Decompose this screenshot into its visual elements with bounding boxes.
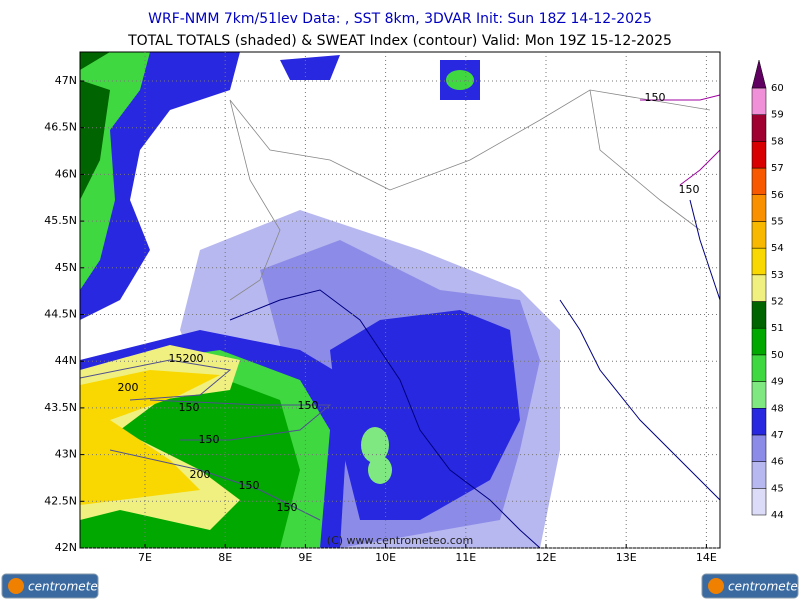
colorbar-swatch [751,87,767,115]
colorbar-swatch [751,434,767,462]
lon-tick-label: 9E [298,551,312,564]
lat-tick-label: 44N [55,354,77,367]
colorbar-label: 58 [771,136,784,147]
colorbar-label: 57 [771,163,784,174]
colorbar-label: 54 [771,243,784,254]
logo-box [701,573,799,599]
colorbar-label: 55 [771,216,784,227]
lon-tick-label: 7E [138,551,152,564]
colorbar-extension [751,59,767,89]
colorbar-label: 52 [771,297,784,308]
header-line2: TOTAL TOTALS (shaded) & SWEAT Index (con… [127,33,672,49]
shaded-field [80,52,560,548]
logo-right: centrometeo [701,573,800,599]
colorbar-swatch [751,167,767,195]
colorbar-swatch [751,327,767,356]
lon-tick-label: 11E [455,551,476,564]
contour-label: 150 [199,433,220,446]
colorbar-swatch [751,301,767,329]
lat-tick-label: 45N [55,261,77,274]
colorbar-label: 47 [771,430,784,441]
colorbar-swatch [751,461,767,489]
lat-tick-label: 46.5N [44,121,77,134]
colorbar: 44 45 46 47 48 49 50 51 52 53 54 55 56 57 58 59 60 [751,59,784,521]
colorbar-swatch [751,114,767,142]
contour-label: 150 [277,501,298,514]
lat-tick-label: 44.5N [44,308,77,321]
colorbar-label: 53 [771,270,784,281]
lat-tick-label: 46N [55,167,77,180]
colorbar-swatch [751,194,767,222]
colorbar-label: 60 [771,83,784,94]
colorbar-swatch [751,354,767,382]
lon-tick-label: 10E [375,551,396,564]
lat-tick-label: 42N [55,541,77,554]
logo-box [1,573,99,599]
sweat-contours [79,359,332,521]
colorbar-label: 45 [771,483,784,494]
logo-icon [708,578,724,594]
lon-tick-label: 14E [696,551,717,564]
purple-contour [640,94,721,186]
contour-label: 150 [298,399,319,412]
lat-tick-label: 45.5N [44,214,77,227]
colorbar-swatch [751,274,767,302]
contour-label: 150 [679,183,700,196]
contour-label: 200 [190,468,211,481]
logo-left: centrometeo [1,573,105,599]
lon-tick-label: 8E [218,551,232,564]
contour-label: 150 [645,91,666,104]
colorbar-label: 59 [771,110,784,121]
lon-tick-label: 13E [616,551,637,564]
colorbar-label: 44 [771,510,784,521]
colorbar-label: 51 [771,323,784,334]
lat-tick-label: 43.5N [44,401,77,414]
colorbar-swatch [751,247,767,276]
colorbar-swatch [751,408,767,436]
logo-text: centrometeo [28,580,105,594]
lat-tick-label: 43N [55,448,77,461]
watermark: (C) www.centrometeo.com [327,534,473,547]
logo-icon [8,578,24,594]
borders [229,89,711,301]
colorbar-label: 49 [771,377,784,388]
contour-label: 15200 [169,352,204,365]
logo-text: centrometeo [728,580,800,594]
colorbar-swatch [751,488,767,516]
colorbar-label: 48 [771,403,784,414]
lat-tick-label: 42.5N [44,494,77,507]
colorbar-label: 46 [771,457,784,468]
contour-label: 200 [118,381,139,394]
lon-tick-label: 12E [536,551,557,564]
contour-label: 150 [179,401,200,414]
colorbar-swatch [751,221,767,249]
header-line1: WRF-NMM 7km/51lev Data: , SST 8km, 3DVAR… [148,11,652,27]
contour-label: 150 [239,479,260,492]
colorbar-swatch [751,381,767,409]
coastline [229,199,721,549]
map [79,51,721,549]
lat-tick-label: 47N [55,74,77,87]
colorbar-swatch [751,141,767,169]
colorbar-label: 50 [771,350,784,361]
colorbar-label: 56 [771,190,784,201]
